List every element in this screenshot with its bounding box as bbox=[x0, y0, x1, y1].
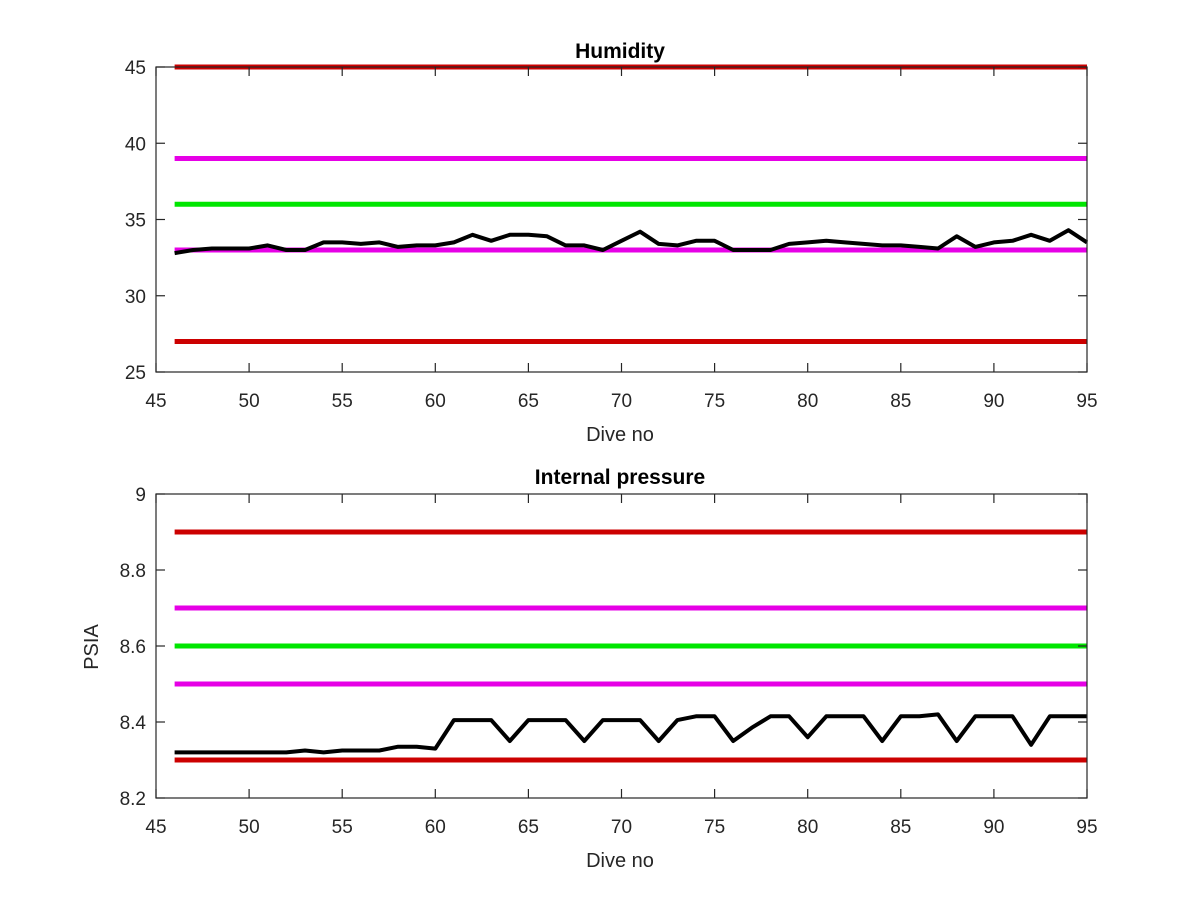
humidity-title: Humidity bbox=[575, 40, 665, 63]
internal-pressure-x-tick-label: 50 bbox=[239, 817, 260, 838]
internal-pressure-x-tick-label: 95 bbox=[1076, 817, 1097, 838]
internal-pressure-y-tick-label: 8.6 bbox=[120, 637, 146, 658]
humidity-x-tick-label: 75 bbox=[704, 391, 725, 412]
internal-pressure-x-tick-label: 85 bbox=[890, 817, 911, 838]
internal-pressure-x-tick-label: 60 bbox=[425, 817, 446, 838]
humidity-x-tick-label: 45 bbox=[145, 391, 166, 412]
humidity-x-tick-label: 65 bbox=[518, 391, 539, 412]
internal-pressure-x-tick-label: 90 bbox=[983, 817, 1004, 838]
humidity-panel: Humidity 45 50 55 60 65 70 75 80 85 90 95 25 30 35 40 4… bbox=[125, 40, 1098, 446]
humidity-y-tick-label: 45 bbox=[125, 58, 146, 79]
internal-pressure-y-tick-label: 9 bbox=[135, 485, 146, 506]
internal-pressure-x-tick-label: 70 bbox=[611, 817, 632, 838]
internal-pressure-x-tick-label: 80 bbox=[797, 817, 818, 838]
internal-pressure-y-tick-label: 8.2 bbox=[120, 789, 146, 810]
humidity-x-tick-label: 85 bbox=[890, 391, 911, 412]
humidity-x-tick-label: 55 bbox=[332, 391, 353, 412]
internal-pressure-x-tick-label: 65 bbox=[518, 817, 539, 838]
humidity-y-tick-label: 30 bbox=[125, 287, 146, 308]
humidity-x-tick-label: 95 bbox=[1076, 391, 1097, 412]
humidity-x-tick-label: 80 bbox=[797, 391, 818, 412]
humidity-x-tick-label: 90 bbox=[983, 391, 1004, 412]
internal-pressure-title: Internal pressure bbox=[535, 466, 705, 489]
internal-pressure-panel: Internal pressure 45 50 55 60 65 70 75 80 85 90 95… bbox=[81, 466, 1098, 872]
internal-pressure-x-tick-label: 45 bbox=[145, 817, 166, 838]
humidity-x-tick-label: 60 bbox=[425, 391, 446, 412]
humidity-y-tick-label: 35 bbox=[125, 211, 146, 232]
internal-pressure-y-tick-label: 8.8 bbox=[120, 561, 146, 582]
internal-pressure-series-line-0 bbox=[174, 712, 1087, 755]
humidity-x-axis-label: Dive no bbox=[586, 424, 654, 446]
internal-pressure-x-axis-label: Dive no bbox=[586, 850, 654, 872]
humidity-y-tick-label: 25 bbox=[125, 363, 146, 384]
internal-pressure-y-tick-label: 8.4 bbox=[120, 713, 147, 734]
humidity-y-tick-label: 40 bbox=[125, 134, 146, 155]
internal-pressure-x-tick-label: 75 bbox=[704, 817, 725, 838]
humidity-series-line-0 bbox=[174, 228, 1089, 256]
internal-pressure-x-tick-label: 55 bbox=[332, 817, 353, 838]
humidity-x-tick-label: 70 bbox=[611, 391, 632, 412]
humidity-x-tick-label: 50 bbox=[239, 391, 260, 412]
internal-pressure-y-axis-label: PSIA bbox=[81, 624, 103, 670]
